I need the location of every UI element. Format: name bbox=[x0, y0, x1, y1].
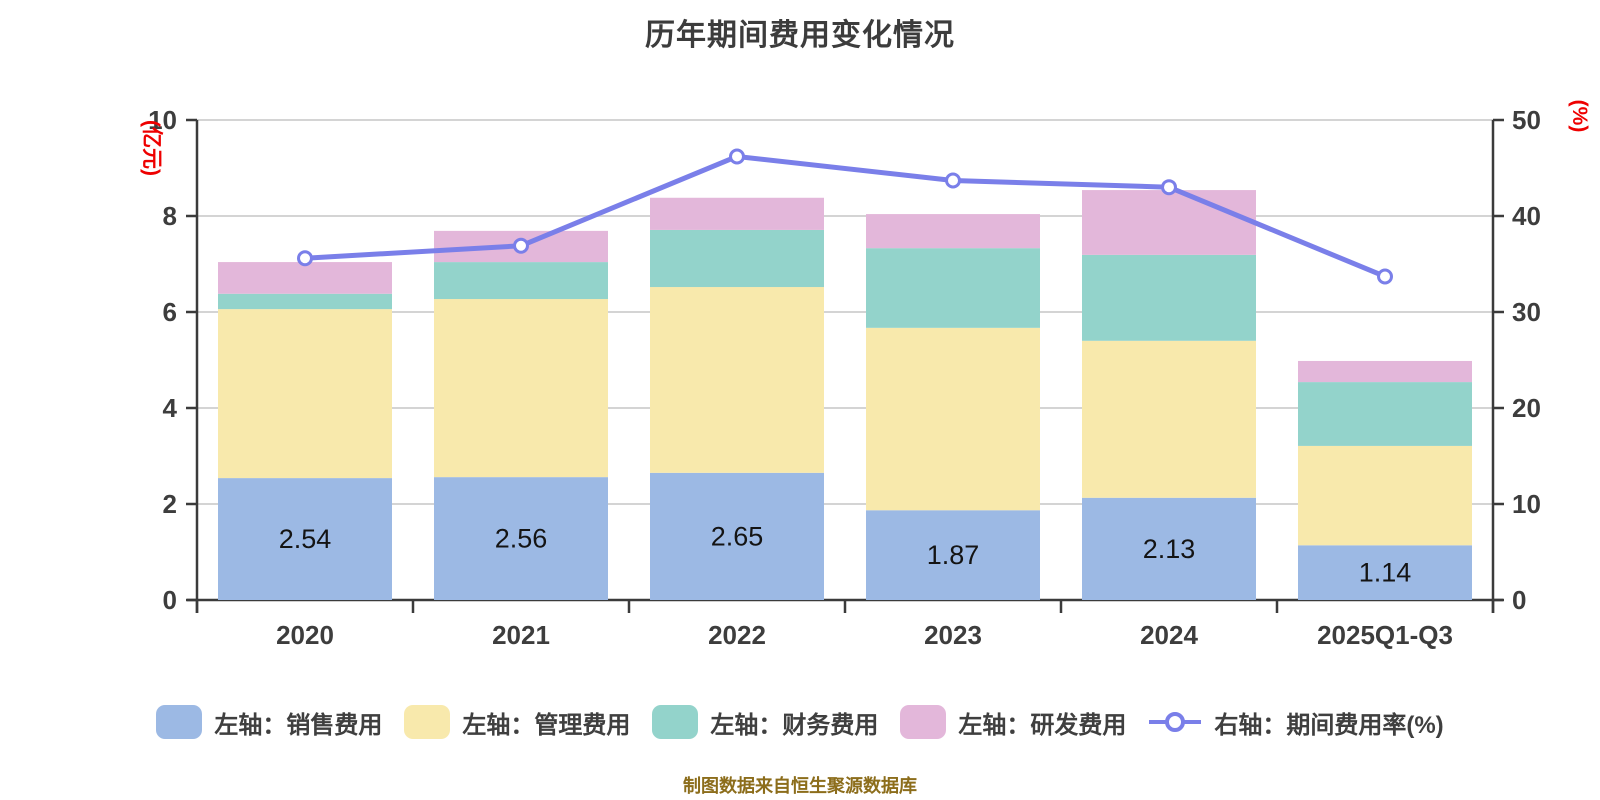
rate-marker-rate-2022[interactable] bbox=[729, 148, 745, 165]
bar-segment-rnd-2023[interactable] bbox=[866, 214, 1040, 249]
legend-label-admin: 左轴：管理费用 bbox=[462, 711, 631, 739]
bar-segment-finance-2024[interactable] bbox=[1082, 254, 1256, 341]
legend-label-rate: 右轴：期间费用率(%) bbox=[1214, 711, 1444, 739]
rate-marker-rate-2023[interactable] bbox=[945, 172, 961, 189]
y-axis-right-tick-label: 40 bbox=[1512, 201, 1541, 231]
bar-value-label-2023: 1.87 bbox=[927, 540, 980, 570]
legend-swatch-finance bbox=[652, 705, 699, 739]
rate-marker-rate-2024[interactable] bbox=[1161, 179, 1177, 196]
x-axis-label-2020: 2020 bbox=[276, 620, 334, 650]
bar-segment-sales-2023[interactable] bbox=[866, 510, 1040, 600]
y-axis-left-tick-label: 2 bbox=[163, 489, 177, 519]
bar-segment-admin-2021[interactable] bbox=[434, 299, 608, 478]
y-axis-right-tick-label: 30 bbox=[1512, 297, 1541, 327]
y-axis-right-tick-label: 50 bbox=[1512, 105, 1541, 135]
bar-segment-finance-2023[interactable] bbox=[866, 248, 1040, 328]
bar-segment-rnd-2020[interactable] bbox=[218, 262, 392, 294]
bar-segment-admin-2022[interactable] bbox=[650, 287, 824, 473]
bar-segment-admin-2023[interactable] bbox=[866, 327, 1040, 511]
legend-label-sales: 左轴：销售费用 bbox=[214, 711, 383, 739]
x-axis-label-2024: 2024 bbox=[1140, 620, 1198, 650]
y-axis-right-tick-label: 10 bbox=[1512, 489, 1541, 519]
bar-segment-finance-2022[interactable] bbox=[650, 229, 824, 288]
chart-title: 历年期间费用变化情况 bbox=[645, 19, 955, 52]
legend-swatch-sales bbox=[156, 705, 203, 739]
bar-segment-finance-2020[interactable] bbox=[218, 293, 392, 310]
bar-segment-sales-2024[interactable] bbox=[1082, 497, 1256, 600]
bar-segment-rnd-2025Q1-Q3[interactable] bbox=[1298, 360, 1472, 383]
y-axis-left-tick-label: 4 bbox=[163, 393, 178, 423]
bar-segment-sales-2025Q1-Q3[interactable] bbox=[1298, 545, 1472, 600]
legend-line-marker-rate bbox=[1149, 712, 1202, 732]
bar-value-label-2022: 2.65 bbox=[711, 521, 764, 551]
bar-segment-admin-2020[interactable] bbox=[218, 309, 392, 479]
y-axis-left-tick-label: 6 bbox=[163, 297, 177, 327]
legend-item-finance[interactable]: 左轴：财务费用 bbox=[652, 705, 878, 740]
x-axis-label-2022: 2022 bbox=[708, 620, 766, 650]
y-axis-right-name: (%) bbox=[1568, 100, 1591, 133]
bar-segment-rnd-2024[interactable] bbox=[1082, 190, 1256, 255]
bar-segment-admin-2025Q1-Q3[interactable] bbox=[1298, 445, 1472, 546]
rate-marker-rate-2020[interactable] bbox=[297, 250, 313, 267]
bar-segment-sales-2021[interactable] bbox=[434, 477, 608, 600]
rate-line-rate[interactable] bbox=[302, 153, 1388, 279]
bar-value-label-2020: 2.54 bbox=[279, 524, 332, 554]
legend-swatch-admin bbox=[404, 705, 451, 739]
chart-legend: 左轴：销售费用 左轴：管理费用 左轴：财务费用 左轴：研发费用 右轴：期间费用率(%) bbox=[0, 700, 1600, 744]
rate-marker-rate-2021[interactable] bbox=[513, 237, 529, 254]
x-axis-label-2021: 2021 bbox=[492, 620, 550, 650]
x-axis-label-2023: 2023 bbox=[924, 620, 982, 650]
x-axis-label-2025Q1-Q3: 2025Q1-Q3 bbox=[1317, 620, 1453, 650]
legend-item-admin[interactable]: 左轴：管理费用 bbox=[404, 705, 630, 740]
bar-segment-sales-2022[interactable] bbox=[650, 472, 824, 600]
y-axis-left-tick-label: 0 bbox=[163, 585, 177, 615]
y-axis-left-tick-label: 8 bbox=[163, 201, 177, 231]
rate-marker-rate-2025Q1-Q3[interactable] bbox=[1377, 268, 1393, 285]
y-axis-right-tick-label: 20 bbox=[1512, 393, 1541, 423]
y-axis-left-name: (亿元) bbox=[140, 120, 164, 176]
legend-swatch-rnd bbox=[900, 705, 947, 739]
bar-value-label-2021: 2.56 bbox=[495, 524, 548, 554]
bar-segment-rnd-2022[interactable] bbox=[650, 197, 824, 230]
legend-item-rate[interactable]: 右轴：期间费用率(%) bbox=[1148, 705, 1444, 740]
legend-item-sales[interactable]: 左轴：销售费用 bbox=[156, 705, 382, 740]
y-axis-left-tick-label: 10 bbox=[148, 105, 177, 135]
source-note: 制图数据来自恒生聚源数据库 bbox=[683, 776, 917, 796]
legend-label-finance: 左轴：财务费用 bbox=[710, 711, 879, 739]
bar-segment-finance-2021[interactable] bbox=[434, 262, 608, 300]
bar-value-label-2024: 2.13 bbox=[1143, 534, 1196, 564]
legend-item-rnd[interactable]: 左轴：研发费用 bbox=[900, 705, 1126, 740]
y-axis-right-tick-label: 0 bbox=[1512, 585, 1526, 615]
bar-value-label-2025Q1-Q3: 1.14 bbox=[1359, 558, 1412, 588]
legend-label-rnd: 左轴：研发费用 bbox=[958, 711, 1127, 739]
bar-segment-admin-2024[interactable] bbox=[1082, 340, 1256, 498]
bar-segment-sales-2020[interactable] bbox=[218, 478, 392, 600]
bar-segment-finance-2025Q1-Q3[interactable] bbox=[1298, 382, 1472, 446]
